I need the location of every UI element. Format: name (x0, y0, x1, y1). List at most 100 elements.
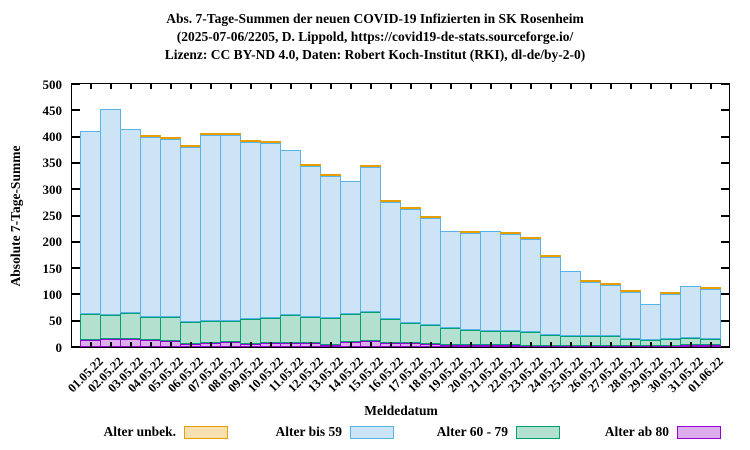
x-tick-mark (129, 84, 132, 89)
x-tick-mark (489, 84, 492, 89)
x-tick-mark (409, 342, 412, 347)
x-tick-mark (249, 84, 252, 89)
plot-area (71, 83, 730, 348)
legend-item-alter-60-79: Alter 60 - 79 (437, 424, 560, 440)
bar-segment (100, 315, 121, 339)
y-tick-mark (72, 240, 80, 243)
y-tick-mark (721, 83, 729, 85)
x-tick-mark (469, 84, 472, 89)
chart-title-line3: Lizenz: CC BY-ND 4.0, Daten: Robert Koch… (164, 47, 586, 62)
x-tick-mark (369, 342, 372, 347)
legend-item-alter-ab-80: Alter ab 80 (605, 424, 721, 440)
x-tick-mark (129, 342, 132, 347)
y-tick-mark (72, 188, 80, 191)
bar-segment (660, 292, 681, 294)
chart-title-line1: Abs. 7-Tage-Summen der neuen COVID-19 In… (166, 11, 584, 26)
bar-segment (480, 231, 501, 331)
y-tick-mark (721, 240, 729, 243)
x-tick-mark (289, 342, 292, 347)
legend-swatch-alter-unbek (184, 425, 228, 439)
bar-segment (140, 137, 161, 317)
bar-segment (160, 139, 181, 317)
bar-segment (420, 218, 441, 325)
legend-swatch-alter-ab-80 (677, 425, 721, 439)
y-tick-label: 150 (42, 260, 63, 276)
x-tick-mark (229, 342, 232, 347)
x-tick-mark (489, 342, 492, 347)
x-tick-mark (509, 342, 512, 347)
x-tick-mark (209, 84, 212, 89)
y-axis-label: Absolute 7-Tage-Summe (8, 145, 23, 287)
y-tick-label: 400 (42, 129, 63, 145)
x-tick-mark (609, 342, 612, 347)
bar-segment (100, 109, 121, 315)
x-tick-mark (169, 342, 172, 347)
bar-segment (520, 239, 541, 332)
y-tick-label: 350 (42, 155, 63, 171)
x-tick-mark (669, 84, 672, 89)
y-tick-mark (72, 83, 80, 85)
bar-segment (600, 285, 621, 336)
x-tick-mark (149, 84, 152, 89)
y-tick-mark (721, 267, 729, 270)
y-tick-label: 50 (49, 313, 62, 329)
x-tick-mark (149, 342, 152, 347)
y-tick-mark (72, 214, 80, 217)
x-tick-mark (349, 342, 352, 347)
x-tick-mark (589, 342, 592, 347)
bar-segment (240, 319, 261, 344)
bar-segment (80, 314, 101, 340)
y-tick-mark (721, 161, 729, 164)
x-tick-mark (349, 84, 352, 89)
x-tick-mark (609, 84, 612, 89)
legend-swatch-alter-60-79 (516, 425, 560, 439)
x-tick-mark (449, 84, 452, 89)
bar-segment (260, 141, 281, 143)
bar-segment (260, 318, 281, 343)
x-tick-mark (229, 84, 232, 89)
bar-segment (240, 140, 261, 142)
y-tick-mark (721, 214, 729, 217)
x-tick-mark (389, 342, 392, 347)
x-tick-mark (369, 84, 372, 89)
bar-segment (120, 129, 141, 313)
x-tick-mark (209, 342, 212, 347)
bar-segment (640, 304, 661, 340)
bar-segment (340, 314, 361, 342)
x-tick-mark (249, 342, 252, 347)
bar-segment (560, 271, 581, 336)
bar-segment (400, 209, 421, 323)
y-tick-mark (721, 188, 729, 191)
y-tick-label: 500 (42, 76, 63, 92)
x-axis-label: Meldedatum (364, 403, 438, 418)
bar-segment (240, 142, 261, 319)
x-tick-mark (389, 84, 392, 89)
bar-segment (500, 234, 521, 331)
x-tick-mark (629, 84, 632, 89)
x-tick-mark (269, 342, 272, 347)
bar-segment (320, 318, 341, 345)
bar-segment (260, 143, 281, 318)
x-tick-mark (689, 342, 692, 347)
x-tick-mark (89, 342, 92, 347)
bar-segment (220, 135, 241, 321)
bar-segment (520, 237, 541, 239)
bar-segment (200, 321, 221, 343)
bar-segment (460, 231, 481, 233)
legend-label: Alter ab 80 (604, 424, 669, 439)
bar-segment (220, 321, 241, 342)
bar-segment (180, 147, 201, 322)
bar-segment (420, 216, 441, 218)
y-tick-label: 100 (42, 286, 63, 302)
x-tick-mark (549, 342, 552, 347)
x-tick-mark (449, 342, 452, 347)
bar-segment (360, 165, 381, 167)
bar-segment (400, 207, 421, 209)
bar-segment (120, 313, 141, 339)
x-tick-mark (549, 84, 552, 89)
bar-segment (180, 145, 201, 147)
y-tick-mark (721, 135, 729, 138)
y-tick-mark (72, 267, 80, 270)
x-tick-mark (429, 342, 432, 347)
